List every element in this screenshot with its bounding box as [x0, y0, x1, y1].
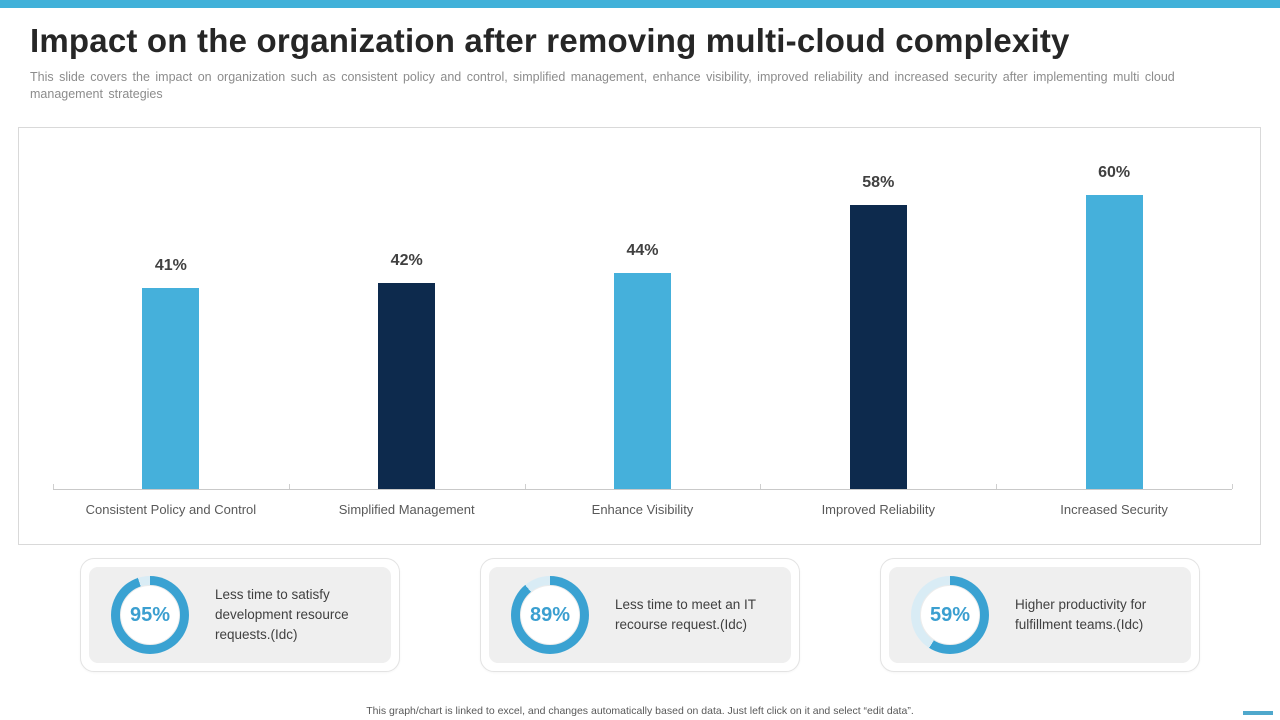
bar-value-label: 42% — [390, 252, 423, 269]
bar-improved-reliability[interactable] — [849, 205, 907, 489]
bar-enhance-visibility[interactable] — [613, 273, 671, 489]
corner-accent-dash — [1243, 711, 1273, 715]
category-label: Consistent Policy and Control — [85, 502, 257, 517]
donut-chart: 59% — [911, 576, 989, 654]
stat-card-text: Less time to meet an IT recourse request… — [615, 596, 756, 632]
stat-card-panel: 89% Less time to meet an IT recourse req… — [489, 567, 791, 663]
donut-chart: 95% — [111, 576, 189, 654]
stat-card-panel: 95% Less time to satisfy development res… — [89, 567, 391, 663]
bar-value-label: 60% — [1098, 164, 1131, 181]
axis-tick — [524, 484, 526, 489]
slide-header: Impact on the organization after removin… — [30, 22, 1230, 103]
stat-card: 59% Higher productivity for fulfillment … — [880, 558, 1200, 672]
axis-tick — [760, 484, 762, 489]
category-label: Improved Reliability — [821, 502, 935, 517]
stat-card-text: Higher productivity for fulfillment team… — [1015, 596, 1147, 632]
bar-value-label: 41% — [154, 257, 187, 274]
category-label: Increased Security — [1060, 502, 1168, 517]
bar-increased-security[interactable] — [1085, 195, 1143, 489]
bar-column: 60% — [996, 128, 1232, 489]
stat-card: 89% Less time to meet an IT recourse req… — [480, 558, 800, 672]
donut-hole: 59% — [920, 585, 980, 645]
axis-tick — [53, 484, 54, 489]
bar-value-label: 44% — [626, 242, 659, 259]
bar-column: 41% — [53, 128, 289, 489]
axis-tick — [996, 484, 998, 489]
donut-percent-label: 95% — [129, 603, 171, 626]
donut-percent-label: 59% — [929, 603, 971, 626]
page-title: Impact on the organization after removin… — [30, 22, 1070, 59]
stat-cards-row: 95% Less time to satisfy development res… — [80, 558, 1200, 672]
bar-simplified-management[interactable] — [378, 283, 436, 489]
donut-percent-label: 89% — [529, 603, 571, 626]
page-subtitle: This slide covers the impact on organiza… — [30, 69, 1175, 102]
donut-hole: 95% — [120, 585, 180, 645]
donut-chart: 89% — [511, 576, 589, 654]
bar-column: 42% — [289, 128, 525, 489]
bar-chart-plot-area: 41% 42% 44% 58% 60% — [53, 128, 1232, 489]
x-axis-line — [53, 484, 1233, 490]
accent-topbar — [0, 0, 1280, 8]
stat-card: 95% Less time to satisfy development res… — [80, 558, 400, 672]
donut-hole: 89% — [520, 585, 580, 645]
bar-consistent-policy[interactable] — [142, 288, 200, 489]
bar-column: 44% — [525, 128, 761, 489]
footer-note: This graph/chart is linked to excel, and… — [366, 705, 914, 717]
stat-card-text: Less time to satisfy development resourc… — [215, 586, 349, 643]
axis-tick — [1232, 484, 1233, 489]
x-axis-category-labels: Consistent Policy and Control Simplified… — [53, 490, 1232, 517]
bar-value-label: 58% — [862, 174, 895, 191]
category-label: Enhance Visibility — [591, 502, 694, 517]
category-label: Simplified Management — [338, 502, 475, 517]
bar-chart[interactable]: 41% 42% 44% 58% 60% — [18, 127, 1261, 545]
axis-tick — [288, 484, 290, 489]
bar-column: 58% — [760, 128, 996, 489]
stat-card-panel: 59% Higher productivity for fulfillment … — [889, 567, 1191, 663]
